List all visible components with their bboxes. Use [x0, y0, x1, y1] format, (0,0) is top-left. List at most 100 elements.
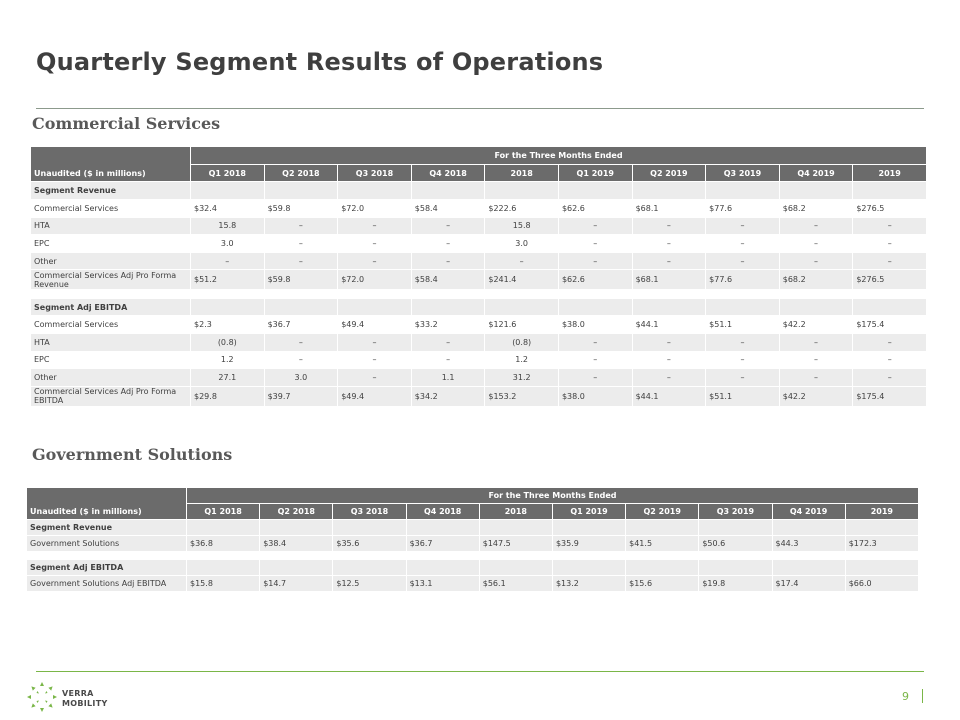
row-label: HTA	[30, 332, 191, 352]
table-cell: –	[263, 251, 339, 271]
section-header-label: Segment Revenue	[26, 519, 187, 536]
section-header-blank	[332, 519, 407, 536]
section-header-row: Segment Adj EBITDA	[30, 298, 928, 317]
table-cell: –	[778, 332, 854, 352]
column-header: Q4 2018	[410, 164, 486, 182]
table-cell: –	[852, 251, 928, 271]
section-header-blank	[852, 181, 928, 200]
table-cell: –	[557, 368, 633, 387]
table-cell: $241.4	[484, 269, 559, 291]
section-header-blank	[631, 181, 707, 200]
table-cell: 31.2	[484, 368, 559, 387]
table-cell: $17.4	[771, 575, 846, 592]
table-row: EPC 3.0– – –3.0– – – – –	[30, 234, 928, 253]
column-header: Q4 2019	[771, 503, 846, 520]
table-cell: –	[778, 234, 854, 253]
section-header-blank	[484, 181, 559, 200]
column-header: Q2 2018	[259, 503, 334, 520]
section-header-blank	[410, 298, 486, 317]
column-header: Q2 2018	[263, 164, 339, 182]
section-header-blank	[778, 181, 854, 200]
table-cell: –	[410, 350, 486, 370]
table-cell: $51.1	[705, 315, 780, 334]
column-header: Q1 2018	[190, 164, 265, 182]
table-cell: $66.0	[844, 575, 919, 592]
column-header: Q1 2019	[551, 503, 627, 520]
table-cell: $175.4	[852, 385, 928, 407]
table-cell: –	[557, 350, 633, 370]
table-cell: $34.2	[410, 385, 486, 407]
commercial-services-table: Unaudited ($ in millions) For the Three M…	[30, 146, 928, 407]
government-section-title: Government Solutions	[32, 445, 233, 464]
table-cell: –	[337, 216, 412, 236]
section-header-label: Segment Adj EBITDA	[26, 559, 187, 576]
table-cell: –	[263, 216, 339, 236]
row-label: HTA	[30, 216, 191, 236]
section-header-row: Segment Revenue	[30, 181, 928, 200]
table-cell: $12.5	[332, 575, 407, 592]
section-header-blank	[405, 519, 480, 536]
table-cell: –	[778, 368, 854, 387]
column-header: Q3 2018	[332, 503, 407, 520]
table-row: Government Solutions Adj EBITDA $15.8 $14.…	[26, 575, 919, 592]
section-header-label: Segment Revenue	[30, 181, 191, 200]
table-cell: –	[705, 332, 780, 352]
table-cell: –	[557, 216, 633, 236]
section-header-blank	[705, 298, 780, 317]
government-solutions-table: Unaudited ($ in millions) For the Three M…	[26, 487, 919, 592]
table-cell: –	[337, 234, 412, 253]
row-label: Other	[30, 368, 191, 387]
table-row: Other 27.1 3.0–1.1 31.2– – – – –	[30, 368, 928, 387]
table-cell: –	[484, 251, 559, 271]
table-cell: $14.7	[259, 575, 334, 592]
table-cell: $42.2	[778, 315, 854, 334]
section-header-blank	[259, 519, 334, 536]
table-cell: 1.1	[410, 368, 486, 387]
section-header-blank	[557, 298, 633, 317]
table-row: Commercial Services Adj Pro Forma EBITDA…	[30, 385, 928, 407]
table-cell: $77.6	[705, 199, 780, 218]
table-cell: $36.7	[263, 315, 339, 334]
table-cell: –	[557, 332, 633, 352]
table-row: Commercial Services Adj Pro Forma Revenu…	[30, 269, 928, 291]
table-cell: $153.2	[484, 385, 559, 407]
corner-label: Unaudited ($ in millions)	[26, 487, 187, 520]
section-header-row: Segment Revenue	[26, 519, 919, 536]
section-header-blank	[332, 559, 407, 576]
table-cell: $222.6	[484, 199, 559, 218]
table-cell: $50.6	[698, 535, 773, 552]
table-cell: $35.9	[551, 535, 627, 552]
logo-wordmark: VERRA MOBILITY	[62, 689, 108, 709]
table-cell: $276.5	[852, 269, 928, 291]
table-row: Commercial Services $2.3 $36.7 $49.4 $33.2 $1…	[30, 315, 928, 334]
table-cell: $62.6	[557, 269, 633, 291]
table-cell: $172.3	[844, 535, 919, 552]
table-cell: $13.1	[405, 575, 480, 592]
section-header-label: Segment Adj EBITDA	[30, 298, 191, 317]
table-cell: $121.6	[484, 315, 559, 334]
table-cell: $15.8	[185, 575, 261, 592]
table-cell: –	[852, 234, 928, 253]
table-cell: –	[778, 251, 854, 271]
table-cell: –	[337, 332, 412, 352]
table-cell: –	[631, 332, 707, 352]
section-header-blank	[844, 519, 919, 536]
section-header-blank	[852, 298, 928, 317]
spacer-row	[26, 551, 919, 560]
table-row: Government Solutions $36.8 $38.4 $35.6 $36.7…	[26, 535, 919, 552]
table-cell: –	[852, 368, 928, 387]
logo-line-2: MOBILITY	[62, 699, 108, 708]
section-header-blank	[337, 181, 412, 200]
table-cell: 3.0	[484, 234, 559, 253]
table-cell: $56.1	[478, 575, 553, 592]
table-cell: $38.4	[259, 535, 334, 552]
table-row: HTA 15.8– – –15.8– – – – –	[30, 216, 928, 236]
section-header-blank	[478, 559, 553, 576]
section-header-blank	[337, 298, 412, 317]
table-cell: $68.2	[778, 269, 854, 291]
section-header-blank	[190, 181, 265, 200]
section-header-blank	[705, 181, 780, 200]
commercial-section-title: Commercial Services	[32, 114, 221, 133]
table-cell: $51.1	[705, 385, 780, 407]
table-cell: –	[337, 350, 412, 370]
